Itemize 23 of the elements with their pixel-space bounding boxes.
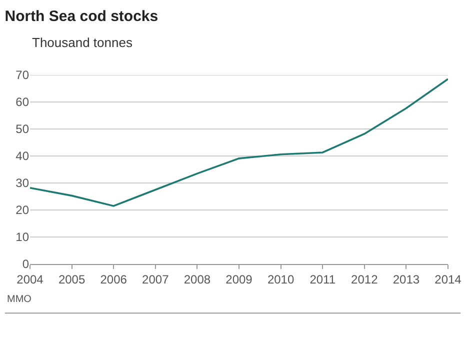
y-tick-label: 0 — [22, 257, 30, 272]
line-series — [30, 78, 448, 207]
y-tick-label: 60 — [16, 95, 30, 110]
x-tick-label: 2012 — [351, 272, 378, 286]
x-tick-label: 2010 — [267, 272, 294, 286]
y-tick-label: 50 — [16, 122, 30, 136]
y-tick-label: 70 — [16, 68, 30, 82]
x-tick-label: 2009 — [226, 272, 253, 286]
x-tick-label: 2005 — [58, 272, 86, 286]
y-tick-label: 40 — [16, 149, 30, 164]
text: MMO — [7, 294, 32, 305]
x-tick-label: 2007 — [142, 272, 170, 286]
x-tick-label: 2006 — [100, 272, 128, 286]
y-tick-label: 30 — [16, 176, 30, 190]
y-tick-label: 20 — [16, 203, 30, 218]
chart-subtitle: Thousand tonnes — [32, 35, 133, 50]
x-tick-label: 2013 — [392, 272, 420, 286]
x-tick-label: 2014 — [434, 272, 462, 286]
x-tick-label: 2008 — [184, 272, 211, 286]
x-tick-label: 2004 — [16, 272, 44, 286]
chart-title: North Sea cod stocks — [4, 8, 158, 25]
x-tick-label: 2011 — [310, 272, 336, 286]
y-tick-label: 10 — [16, 230, 30, 244]
